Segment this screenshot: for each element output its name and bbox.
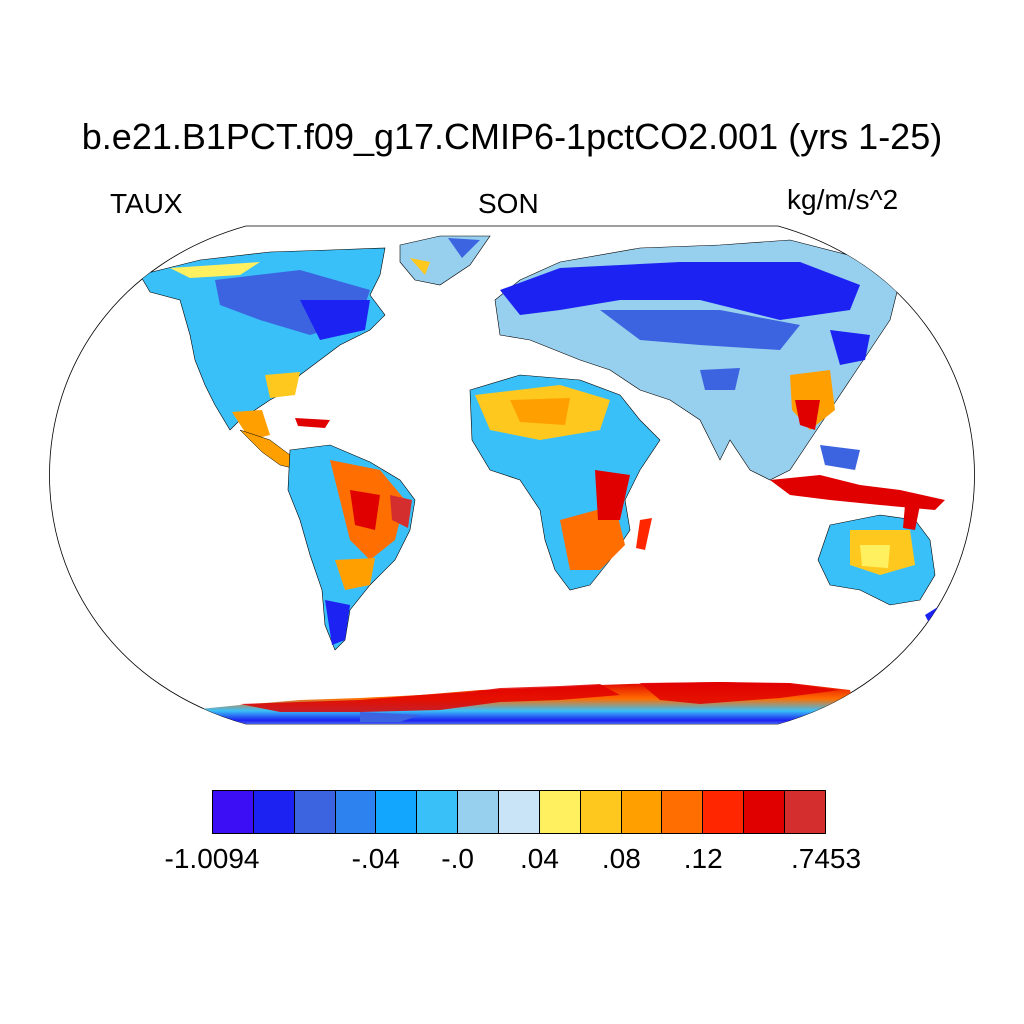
plot-title: b.e21.B1PCT.f09_g17.CMIP6-1pctCO2.001 (y…	[81, 116, 943, 157]
colorbar-tick-label: .7453	[790, 843, 862, 874]
colorbar-tick-label: -.0	[441, 843, 474, 874]
maritime-continent	[770, 475, 945, 510]
colorbar-box	[580, 791, 622, 833]
land-field	[139, 235, 975, 724]
colorbar-tick-label: -1.0094	[164, 843, 260, 874]
colorbar-box	[417, 791, 459, 833]
colorbar-box	[703, 791, 745, 833]
colorbar-box	[294, 791, 336, 833]
colorbar-box	[744, 791, 786, 833]
colorbar-box	[499, 791, 540, 833]
colorbar-box	[785, 791, 825, 833]
colorbar-box	[376, 791, 418, 833]
colorbar	[212, 790, 826, 834]
colorbar-tick-label: .08	[601, 843, 641, 874]
units-label: kg/m/s^2	[787, 184, 899, 215]
colorbar-tick-label: .12	[683, 843, 723, 874]
colorbar-box	[253, 791, 295, 833]
colorbar-box	[662, 791, 704, 833]
colorbar-box	[458, 791, 500, 833]
colorbar-box	[213, 791, 254, 833]
variable-label: TAUX	[110, 188, 183, 219]
season-label: SON	[478, 188, 539, 219]
colorbar-tick-label: .04	[519, 843, 559, 874]
colorbar-tick-label: -.04	[351, 843, 400, 874]
colorbar-box	[335, 791, 377, 833]
colorbar-box	[539, 791, 581, 833]
colorbar-box	[621, 791, 663, 833]
